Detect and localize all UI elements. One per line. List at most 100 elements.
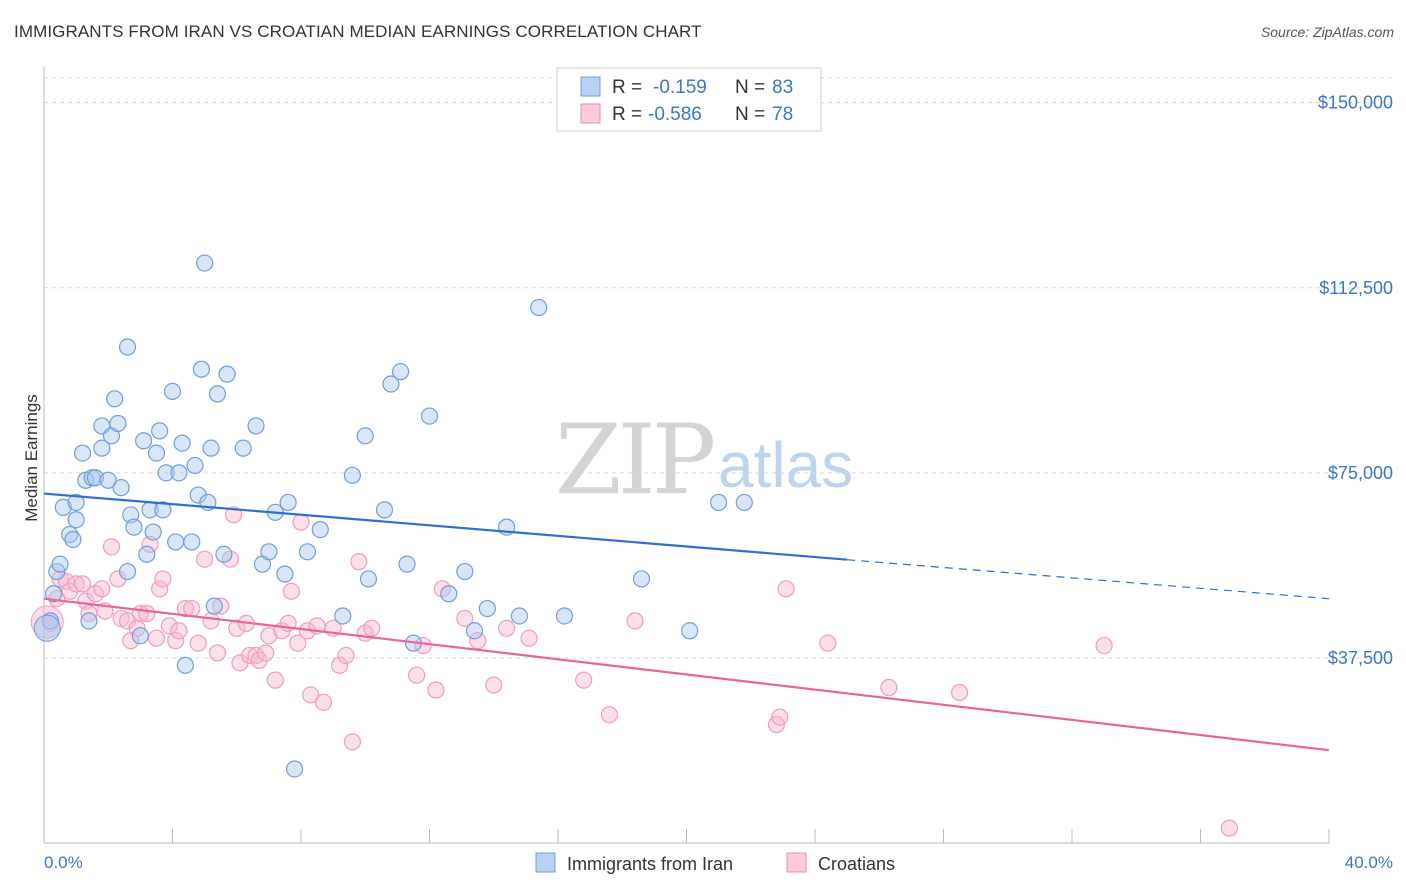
iran-point bbox=[247, 417, 265, 435]
croatians-point bbox=[575, 671, 593, 689]
croatians-point bbox=[427, 681, 445, 699]
iran-point bbox=[186, 456, 204, 475]
croatians-point bbox=[73, 575, 92, 593]
iran-point bbox=[391, 363, 410, 381]
iran-point bbox=[356, 427, 374, 445]
croatians-point bbox=[485, 676, 503, 694]
croatians-point bbox=[350, 553, 368, 571]
iran-point bbox=[359, 570, 378, 588]
iran-point bbox=[86, 469, 105, 487]
trend-lines bbox=[43, 492, 1330, 752]
croatians-point bbox=[330, 656, 349, 674]
croatians-point bbox=[363, 619, 381, 637]
croatians-point bbox=[202, 612, 220, 630]
iran-point bbox=[632, 570, 651, 588]
croatians-point bbox=[469, 632, 487, 650]
y-tick-label: $150,000 bbox=[1318, 93, 1393, 113]
croatians-point bbox=[257, 644, 275, 662]
croatians-series-label: Croatians bbox=[818, 854, 895, 874]
iran-point bbox=[215, 545, 233, 563]
croatians-points bbox=[30, 506, 1239, 837]
iran-point bbox=[157, 464, 175, 482]
x-tick-label: 40.0% bbox=[1345, 853, 1393, 872]
croatians-point bbox=[1220, 819, 1239, 837]
croatians-point bbox=[343, 733, 361, 751]
iran-points bbox=[33, 254, 753, 778]
iran-point bbox=[420, 407, 439, 425]
iran-point bbox=[285, 760, 304, 778]
iran-series-label: Immigrants from Iran bbox=[567, 854, 733, 874]
iran-point bbox=[93, 439, 111, 457]
iran-point bbox=[125, 518, 143, 536]
iran-point bbox=[64, 530, 82, 549]
y-tick-label: $37,500 bbox=[1328, 648, 1393, 668]
watermark-zip: ZIP bbox=[555, 404, 714, 516]
chart-title: IMMIGRANTS FROM IRAN VS CROATIAN MEDIAN … bbox=[14, 22, 702, 41]
iran-point bbox=[555, 607, 574, 625]
iran-point bbox=[51, 555, 69, 573]
iran-point bbox=[279, 493, 297, 512]
croatians-trend-line bbox=[43, 597, 1330, 752]
iran-point bbox=[260, 543, 278, 561]
watermark-atlas: atlas bbox=[718, 429, 853, 501]
iran-point bbox=[118, 338, 137, 356]
y-axis-label: Median Earnings bbox=[22, 394, 41, 522]
croatians-point bbox=[777, 580, 795, 598]
iran-point bbox=[138, 545, 156, 563]
croatians-legend-swatch bbox=[580, 103, 601, 124]
iran-trend-extension bbox=[847, 559, 1330, 600]
iran-point bbox=[54, 498, 72, 516]
croatians-point bbox=[154, 570, 172, 588]
iran-point bbox=[205, 597, 223, 615]
croatians-point bbox=[302, 686, 320, 704]
iran-point bbox=[735, 493, 753, 512]
croatians-point bbox=[228, 619, 246, 637]
x-tick-label: 0.0% bbox=[44, 853, 83, 872]
iran-point bbox=[112, 479, 130, 497]
iran-point bbox=[192, 360, 211, 378]
iran-r-value: -0.159 bbox=[653, 77, 707, 98]
croatians-point bbox=[93, 580, 111, 598]
axes bbox=[43, 66, 1330, 844]
iran-point bbox=[298, 543, 317, 561]
croatians-point bbox=[208, 644, 227, 662]
source-label: Source: ZipAtlas.com bbox=[1260, 24, 1394, 40]
iran-point bbox=[144, 523, 162, 541]
croatians-point bbox=[167, 632, 185, 650]
iran-point bbox=[147, 444, 166, 462]
y-tick-labels: $37,500 $75,000 $112,500 $150,000 bbox=[1318, 93, 1393, 668]
croatians-n-label: N = bbox=[735, 104, 765, 125]
iran-point bbox=[45, 585, 63, 603]
grid-lines bbox=[44, 77, 1393, 659]
croatians-point bbox=[260, 627, 278, 645]
iran-point bbox=[61, 525, 79, 544]
croatians-point bbox=[160, 617, 178, 635]
croatians-point bbox=[282, 582, 300, 600]
iran-point bbox=[67, 511, 85, 529]
series-legend: Immigrants from Iran Croatians bbox=[535, 852, 895, 874]
iran-point bbox=[151, 422, 169, 440]
croatians-point bbox=[138, 604, 156, 623]
iran-point bbox=[681, 622, 699, 640]
iran-point bbox=[343, 466, 361, 484]
croatians-point bbox=[212, 597, 230, 615]
croatians-point bbox=[102, 538, 121, 556]
iran-bottom-swatch bbox=[535, 852, 556, 873]
croatians-r-label: R = bbox=[612, 104, 642, 125]
iran-n-label: N = bbox=[735, 77, 765, 98]
croatians-point bbox=[950, 683, 969, 702]
iran-r-label: R = bbox=[612, 77, 642, 98]
croatians-point bbox=[196, 550, 214, 568]
iran-point bbox=[311, 520, 329, 539]
iran-point bbox=[202, 439, 220, 457]
croatians-point bbox=[67, 575, 85, 593]
y-tick-label: $112,500 bbox=[1319, 278, 1393, 298]
iran-point bbox=[196, 254, 214, 272]
croatians-point bbox=[456, 609, 474, 628]
iran-point bbox=[382, 375, 400, 393]
iran-point bbox=[234, 439, 252, 457]
iran-point bbox=[710, 493, 728, 512]
croatians-point bbox=[292, 513, 310, 531]
croatians-point bbox=[170, 622, 188, 640]
